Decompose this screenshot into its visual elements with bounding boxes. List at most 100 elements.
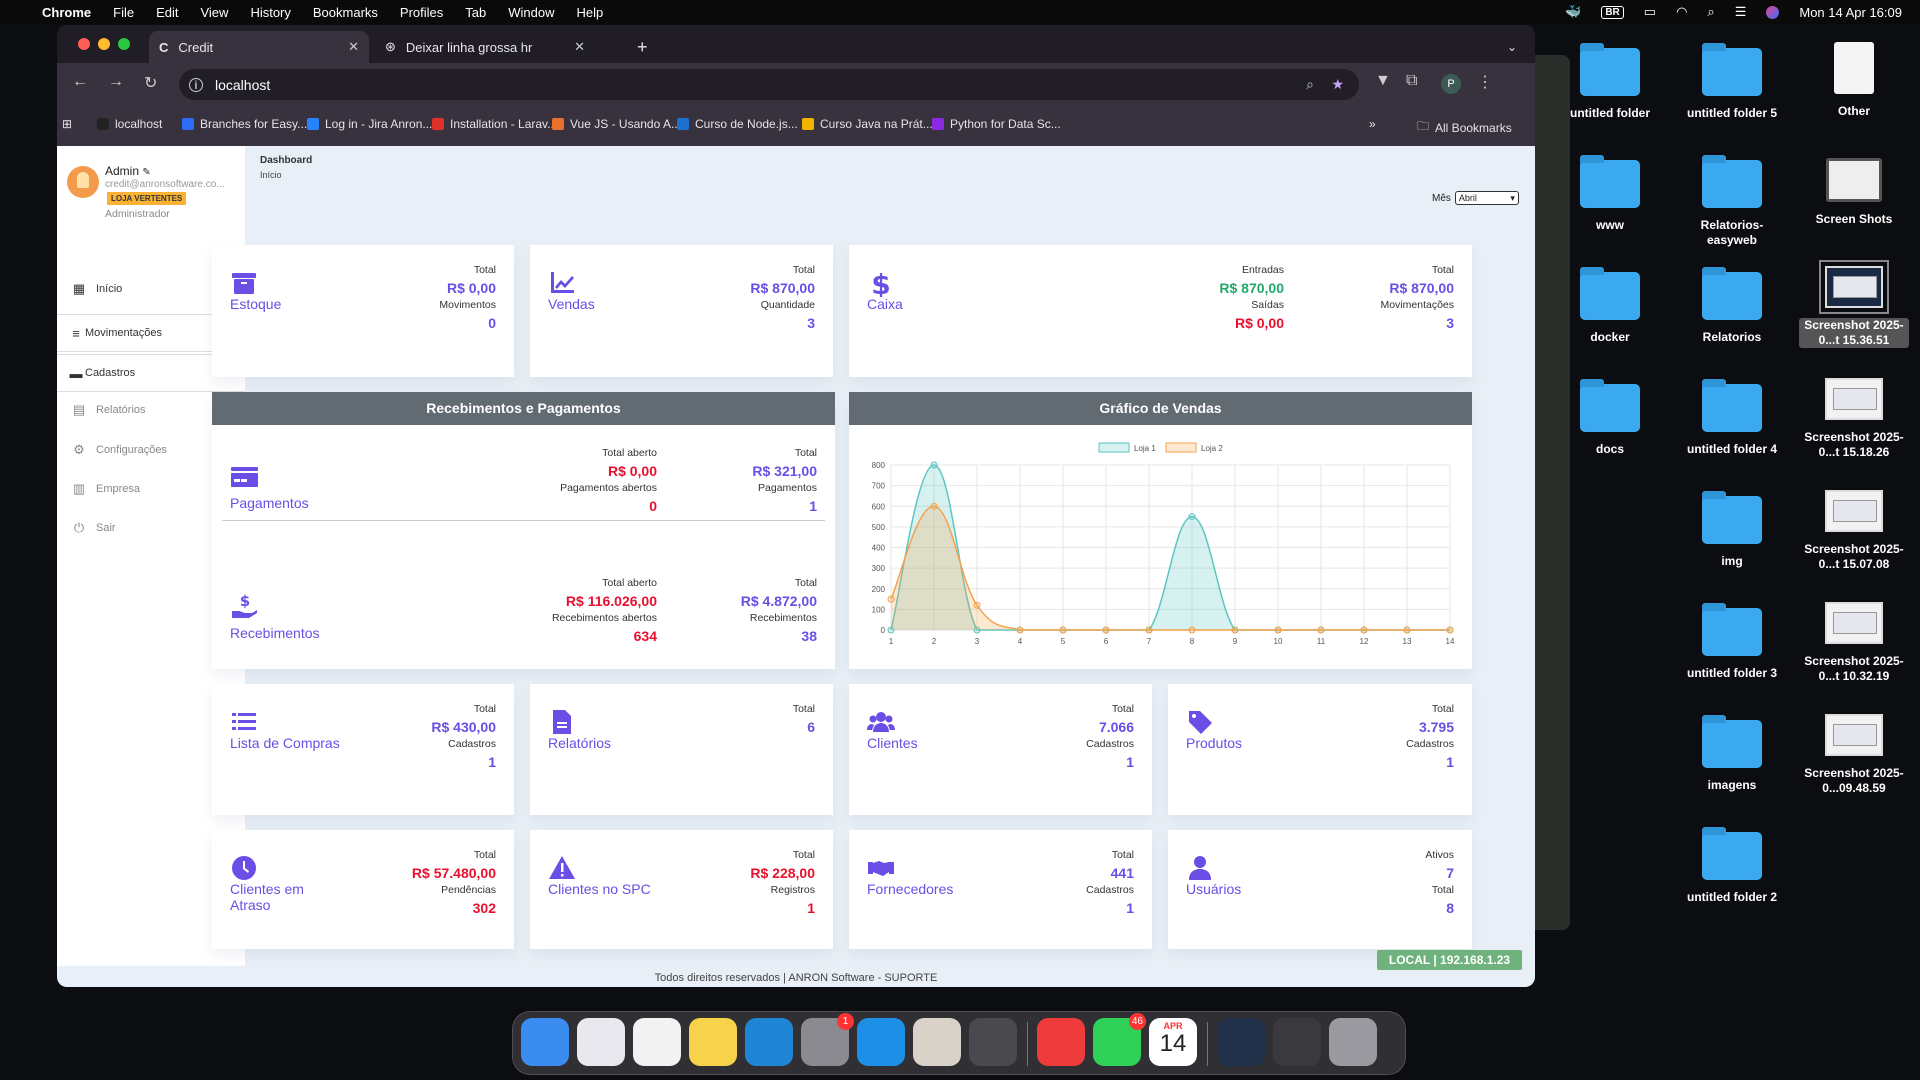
dock-app-finder[interactable] [521, 1018, 569, 1066]
battery-icon[interactable]: ▭ [1644, 4, 1656, 20]
back-icon[interactable]: ← [72, 73, 88, 91]
desktop-icon[interactable]: untitled folder 4 [1677, 378, 1787, 457]
input-source[interactable]: BR [1601, 6, 1623, 19]
bookmark-item[interactable]: Branches for Easy... [182, 117, 307, 131]
dashboard-card-relatorios[interactable]: RelatóriosTotal6 [530, 684, 833, 815]
menu-edit[interactable]: Edit [156, 5, 178, 20]
close-window-button[interactable] [78, 38, 90, 50]
dock-app-launchpad[interactable] [577, 1018, 625, 1066]
dashboard-card-caixa[interactable]: $CaixaEntradasR$ 870,00SaídasR$ 0,00Tota… [849, 245, 1472, 377]
dock-app-trash[interactable] [1329, 1018, 1377, 1066]
menu-bookmarks[interactable]: Bookmarks [313, 5, 378, 20]
menu-window[interactable]: Window [508, 5, 554, 20]
dashboard-card-produtos[interactable]: ProdutosTotal3.795Cadastros1 [1168, 684, 1472, 815]
docker-status-icon[interactable]: 🐳 [1565, 4, 1581, 20]
dock-app-anydesk[interactable] [1037, 1018, 1085, 1066]
dock-app-chrome[interactable] [633, 1018, 681, 1066]
menu-history[interactable]: History [250, 5, 290, 20]
menu-help[interactable]: Help [577, 5, 604, 20]
wifi-icon[interactable]: ◠ [1676, 4, 1687, 20]
payment-block-recebimentos[interactable]: $RecebimentosTotal abertoR$ 116.026,00Re… [212, 575, 835, 675]
bookmark-item[interactable]: Python for Data Sc... [932, 117, 1061, 131]
dashboard-card-estoque[interactable]: EstoqueTotalR$ 0,00Movimentos0 [212, 245, 514, 377]
menu-view[interactable]: View [200, 5, 228, 20]
dashboard-card-clientes[interactable]: ClientesTotal7.066Cadastros1 [849, 684, 1152, 815]
siri-icon[interactable] [1766, 6, 1779, 19]
desktop-icon[interactable]: Screenshot 2025-0...t 15.07.08 [1799, 490, 1909, 572]
desktop-icon[interactable]: Relatorios-easyweb [1677, 154, 1787, 248]
vue-devtools-icon[interactable]: ▼ [1375, 72, 1391, 90]
desktop-icon[interactable]: Screen Shots [1799, 154, 1909, 227]
apps-grid-icon[interactable]: ⊞ [62, 117, 72, 131]
profile-avatar[interactable]: P [1441, 74, 1461, 94]
control-center-icon[interactable]: ☰ [1735, 4, 1747, 20]
tab-credit[interactable]: C Credit ✕ [149, 31, 369, 63]
menu-tab[interactable]: Tab [465, 5, 486, 20]
desktop-icon[interactable]: untitled folder [1555, 42, 1665, 121]
menu-app-name[interactable]: Chrome [42, 5, 91, 20]
desktop-icon[interactable]: Screenshot 2025-0...t 15.36.51 [1799, 266, 1909, 348]
dock-app-calendar[interactable]: APR14 [1149, 1018, 1197, 1066]
desktop-icon[interactable]: imagens [1677, 714, 1787, 793]
desktop-icon[interactable]: Relatorios [1677, 266, 1787, 345]
close-tab-icon[interactable]: ✕ [574, 39, 585, 55]
dock-app-calculator[interactable] [969, 1018, 1017, 1066]
zoom-icon[interactable]: ⌕ [1306, 76, 1314, 93]
dock-app-vscode[interactable] [745, 1018, 793, 1066]
desktop-icon[interactable]: Screenshot 2025-0...t 10.32.19 [1799, 602, 1909, 684]
dashboard-card-clientes-em-atraso[interactable]: Clientes em AtrasoTotalR$ 57.480,00Pendê… [212, 830, 514, 949]
maximize-window-button[interactable] [118, 38, 130, 50]
dashboard-card-clientes-no-spc[interactable]: Clientes no SPCTotalR$ 228,00Registros1 [530, 830, 833, 949]
dock-app-system-settings[interactable]: 1 [801, 1018, 849, 1066]
new-tab-button[interactable]: + [627, 31, 658, 63]
month-select[interactable]: Abril▾ [1455, 191, 1519, 205]
address-bar[interactable]: i localhost ⌕ ★ [179, 69, 1359, 100]
breadcrumb[interactable]: Início [260, 170, 282, 180]
menu-file[interactable]: File [113, 5, 134, 20]
dashboard-card-usuarios[interactable]: UsuáriosAtivos7Total8 [1168, 830, 1472, 949]
dock-app-whatsapp[interactable]: 46 [1093, 1018, 1141, 1066]
extensions-icon[interactable]: ⧉ [1406, 72, 1417, 90]
bookmark-item[interactable]: Vue JS - Usando A... [552, 117, 681, 131]
dock-app-notes[interactable] [689, 1018, 737, 1066]
desktop-icon[interactable]: untitled folder 5 [1677, 42, 1787, 121]
desktop-icon[interactable]: Screenshot 2025-0...t 15.18.26 [1799, 378, 1909, 460]
desktop-icon[interactable]: docker [1555, 266, 1665, 345]
reload-icon[interactable]: ↻ [144, 73, 157, 93]
desktop-icon[interactable]: img [1677, 490, 1787, 569]
desktop-icon[interactable]: untitled folder 2 [1677, 826, 1787, 905]
avatar[interactable] [67, 166, 99, 198]
payment-block-pagamentos[interactable]: PagamentosTotal abertoR$ 0,00Pagamentos … [212, 445, 835, 545]
desktop-icon[interactable]: Screenshot 2025-0...09.48.59 [1799, 714, 1909, 796]
dock-app-docker[interactable] [857, 1018, 905, 1066]
bookmark-item[interactable]: Log in - Jira Anron... [307, 117, 432, 131]
edit-pencil-icon[interactable]: ✎ [142, 167, 150, 178]
forward-icon[interactable]: → [108, 73, 124, 91]
minimize-window-button[interactable] [98, 38, 110, 50]
search-icon[interactable]: ⌕ [1707, 4, 1714, 20]
more-bookmarks-icon[interactable]: » [1369, 117, 1376, 131]
dashboard-card-vendas[interactable]: VendasTotalR$ 870,00Quantidade3 [530, 245, 833, 377]
bookmark-item[interactable]: localhost [97, 117, 162, 131]
bookmark-item[interactable]: Installation - Larav... [432, 117, 557, 131]
dock-app-window-thumb-2[interactable] [1273, 1018, 1321, 1066]
tab-chatgpt[interactable]: ⊛ Deixar linha grossa hr ✕ [375, 31, 595, 63]
dock-app-tableplus[interactable] [913, 1018, 961, 1066]
site-info-icon[interactable]: i [189, 78, 203, 92]
desktop-icon[interactable]: Other [1799, 42, 1909, 119]
desktop-icon[interactable]: docs [1555, 378, 1665, 457]
tab-search-chevron-icon[interactable]: ⌄ [1497, 31, 1527, 63]
bookmark-item[interactable]: Curso Java na Prát... [802, 117, 933, 131]
dashboard-card-fornecedores[interactable]: FornecedoresTotal441Cadastros1 [849, 830, 1152, 949]
menu-profiles[interactable]: Profiles [400, 5, 443, 20]
clock[interactable]: Mon 14 Apr 16:09 [1799, 5, 1902, 20]
bookmark-item[interactable]: Curso de Node.js... [677, 117, 798, 131]
dashboard-card-lista-de-compras[interactable]: Lista de ComprasTotalR$ 430,00Cadastros1 [212, 684, 514, 815]
desktop-icon[interactable]: untitled folder 3 [1677, 602, 1787, 681]
all-bookmarks[interactable]: 🗀All Bookmarks [1417, 117, 1512, 138]
close-tab-icon[interactable]: ✕ [348, 39, 359, 55]
dock-app-window-thumb-1[interactable] [1217, 1018, 1265, 1066]
bookmark-star-icon[interactable]: ★ [1331, 76, 1344, 93]
desktop-icon[interactable]: www [1555, 154, 1665, 233]
chrome-menu-icon[interactable]: ⋮ [1477, 72, 1493, 92]
